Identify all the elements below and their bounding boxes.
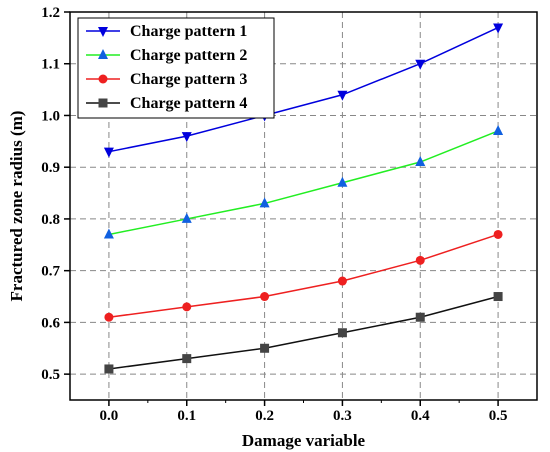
- legend-marker: [98, 98, 108, 108]
- data-point: [259, 197, 270, 208]
- data-point: [104, 364, 114, 374]
- y-tick-label: 0.7: [41, 264, 60, 280]
- data-point: [260, 343, 270, 353]
- series-line: [108, 233, 499, 318]
- x-axis-title: Damage variable: [242, 431, 366, 450]
- y-tick-label: 1.0: [41, 108, 60, 124]
- x-tick-label: 0.4: [411, 408, 430, 424]
- data-point: [337, 90, 348, 101]
- legend-label: Charge pattern 1: [130, 23, 247, 40]
- legend-label: Charge pattern 2: [130, 47, 247, 64]
- data-point: [337, 276, 347, 286]
- y-axis-title: Fractured zone radius (m): [7, 111, 26, 302]
- y-tick-label: 0.6: [41, 315, 60, 331]
- y-tick-label: 0.8: [41, 212, 60, 228]
- data-point: [337, 328, 347, 338]
- data-point: [182, 354, 192, 364]
- y-tick-label: 1.2: [41, 5, 60, 21]
- y-tick-label: 0.5: [41, 367, 60, 383]
- data-point: [415, 312, 425, 322]
- data-point: [493, 229, 503, 239]
- data-point: [415, 156, 426, 167]
- series-line: [108, 295, 499, 370]
- data-point: [181, 212, 192, 223]
- legend-label: Charge pattern 3: [130, 71, 247, 88]
- data-point: [182, 302, 192, 312]
- data-point: [103, 147, 114, 158]
- data-point: [415, 255, 425, 265]
- data-point: [260, 292, 270, 302]
- series-line: [108, 26, 499, 153]
- series-layer: [103, 23, 504, 374]
- series-line: [108, 130, 499, 236]
- data-point: [493, 292, 503, 302]
- legend-box: [77, 17, 275, 119]
- data-point: [493, 23, 504, 34]
- legend-item-4: Charge pattern 4: [86, 95, 247, 112]
- legend-item-1: Charge pattern 1: [86, 23, 247, 40]
- x-tick-label: 0.1: [177, 408, 196, 424]
- data-point: [103, 228, 114, 239]
- x-tick-label: 0.3: [333, 408, 352, 424]
- data-point: [415, 59, 426, 70]
- legend-item-2: Charge pattern 2: [86, 47, 247, 64]
- data-point: [493, 124, 504, 135]
- y-tick-label: 0.9: [41, 160, 60, 176]
- series-2: [103, 124, 504, 239]
- legend-label: Charge pattern 4: [130, 95, 247, 112]
- legend: Charge pattern 1 Charge pattern 2 Charge p…: [77, 17, 275, 119]
- data-point: [337, 176, 348, 187]
- legend-marker: [98, 49, 108, 59]
- series-3: [104, 229, 503, 322]
- data-point: [104, 312, 114, 322]
- y-tick-label: 1.1: [41, 57, 60, 73]
- series-1: [103, 23, 504, 158]
- axis-ticks: 0.0 0.1 0.2 0.3 0.4 0.5 0.5 0.6 0.7 0.8 0.9 1.0 1.1 1…: [41, 5, 507, 424]
- x-tick-label: 0.2: [255, 408, 274, 424]
- x-tick-label: 0.0: [100, 408, 119, 424]
- x-tick-label: 0.5: [489, 408, 508, 424]
- legend-item-3: Charge pattern 3: [86, 71, 247, 88]
- series-4: [104, 292, 503, 374]
- data-point: [181, 132, 192, 143]
- legend-marker: [98, 74, 108, 84]
- legend-marker: [98, 27, 108, 37]
